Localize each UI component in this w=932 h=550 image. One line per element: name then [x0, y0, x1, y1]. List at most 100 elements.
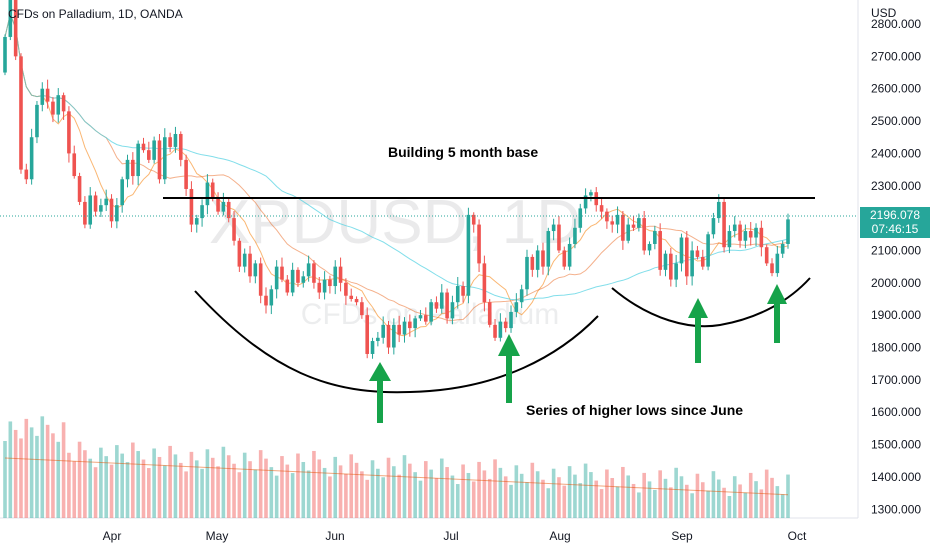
candle-body	[674, 263, 678, 280]
volume-bar	[93, 467, 98, 518]
candle-body	[312, 263, 316, 283]
candle-body	[695, 250, 700, 257]
candle-body	[147, 150, 151, 160]
volume-bar	[370, 460, 375, 518]
volume-bar	[253, 469, 258, 518]
candle-body	[413, 318, 417, 329]
annotation-top: Building 5 month base	[388, 144, 538, 160]
volume-bar	[594, 480, 599, 518]
volume-bar	[684, 484, 689, 518]
candle-body	[637, 218, 641, 228]
volume-bar	[780, 494, 785, 518]
candle-body	[189, 188, 194, 225]
volume-bar	[349, 454, 354, 518]
higher-low-arrow-3	[688, 298, 708, 363]
volume-bar	[178, 462, 183, 518]
candle-body	[365, 315, 370, 354]
candle-body	[237, 240, 242, 267]
volume-bar	[450, 475, 455, 518]
last-price-value: 2196.078	[869, 208, 921, 222]
candle-body	[764, 247, 769, 264]
volume-bar	[210, 457, 215, 518]
volume-bar	[514, 465, 519, 518]
candle-body	[471, 214, 476, 225]
candle-body	[503, 321, 508, 329]
candle-body	[466, 214, 471, 296]
volume-bar	[429, 469, 433, 518]
candle-body	[738, 224, 742, 241]
volume-bar	[56, 441, 61, 518]
volume-bar	[706, 490, 710, 518]
volume-bar	[131, 442, 135, 518]
candle-body	[205, 182, 210, 206]
volume-bar	[386, 457, 391, 518]
candle-body	[221, 201, 226, 212]
volume-bar	[567, 466, 572, 518]
volume-bar	[716, 479, 721, 518]
ma-fast-line	[4, 12, 789, 337]
volume-bar	[583, 463, 588, 518]
volume-bar	[232, 463, 236, 518]
volume-bar	[13, 429, 18, 518]
volume-bar	[8, 421, 13, 518]
volume-bar	[535, 471, 540, 518]
price-tick-label: 2000.000	[871, 276, 921, 290]
candle-body	[226, 201, 231, 219]
candle-body	[120, 179, 124, 206]
candle-body	[242, 253, 247, 267]
time-tick-label: Aug	[549, 529, 570, 543]
price-tick-label: 1900.000	[871, 308, 921, 322]
candle-body	[487, 302, 492, 325]
candle-body	[509, 311, 513, 329]
candle-body	[535, 250, 540, 270]
candle-body	[546, 231, 551, 267]
candle-body	[19, 56, 23, 170]
time-tick-label: Apr	[103, 529, 122, 543]
candle-body	[370, 341, 375, 354]
volume-bar	[189, 451, 194, 518]
volume-bar	[147, 468, 151, 518]
candle-body	[610, 221, 615, 225]
volume-bar	[354, 462, 359, 518]
volume-bar	[471, 481, 476, 518]
time-axis: Apr May Jun Jul Aug Sep Oct	[103, 529, 807, 543]
volume-bar	[67, 452, 71, 518]
candle-body	[498, 321, 503, 338]
volume-bar	[285, 464, 290, 518]
price-axis: 2800.000 2700.000 2600.000 2500.000 2400.000…	[871, 17, 921, 516]
volume-bar	[29, 427, 34, 518]
candle-body	[386, 324, 391, 348]
candle-body	[115, 205, 119, 222]
volume-bar	[519, 473, 524, 518]
volume-bar	[3, 441, 7, 518]
volume-bar	[290, 473, 295, 518]
candle-body	[578, 208, 583, 228]
candle-body	[157, 140, 162, 180]
candle-body	[514, 302, 519, 312]
candle-body	[541, 250, 545, 267]
candle-body	[109, 198, 114, 222]
volume-bar	[445, 467, 449, 518]
candle-body	[24, 169, 29, 180]
volume-bar	[434, 478, 439, 518]
time-tick-label: May	[206, 529, 229, 543]
volume-bar	[541, 479, 545, 518]
candle-body	[743, 231, 748, 241]
volume-bar	[152, 448, 156, 518]
candle-body	[274, 266, 279, 290]
volume-bar	[402, 455, 407, 518]
time-tick-label: Jun	[325, 529, 344, 543]
volume-bar	[610, 478, 615, 518]
candle-body	[290, 269, 295, 293]
candle-body	[306, 263, 311, 277]
volume-bar	[258, 450, 263, 518]
volume-bar	[700, 482, 705, 518]
price-tick-label: 2700.000	[871, 49, 921, 63]
candle-body	[583, 195, 588, 209]
volume-bar	[498, 467, 503, 518]
volume-bar	[381, 477, 385, 518]
volume-bar	[503, 476, 508, 518]
candle-body	[280, 266, 284, 280]
countdown-timer: 07:46:15	[871, 222, 919, 236]
volume-bar	[599, 489, 604, 518]
